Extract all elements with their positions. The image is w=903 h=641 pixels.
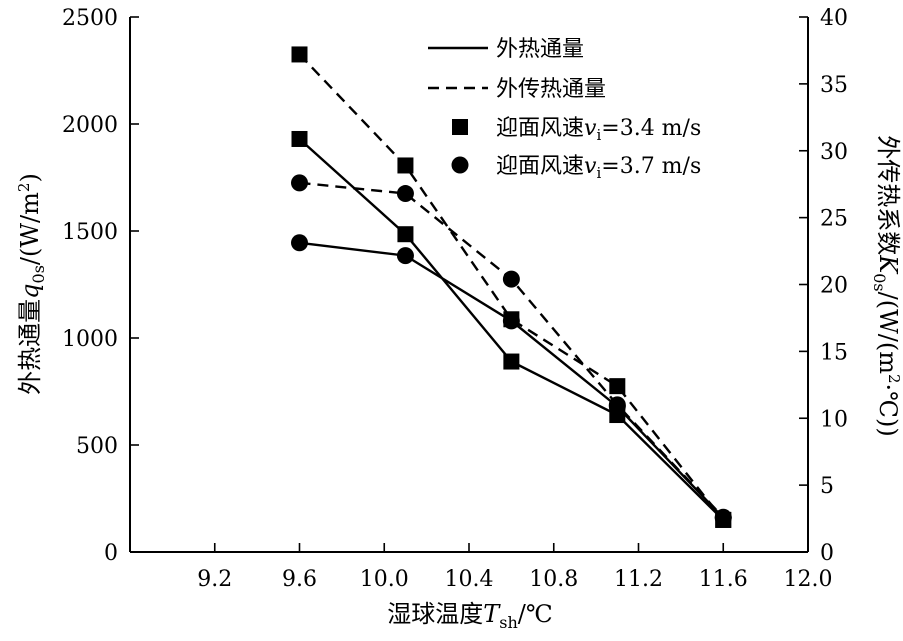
y-right-tick-label: 15 [820, 340, 848, 365]
y-right-tick-label: 0 [820, 541, 834, 566]
series-2-square-point [609, 378, 626, 395]
series-0-square-point [291, 130, 308, 147]
y-left-tick-label: 1500 [62, 220, 118, 245]
series-2-line [298, 53, 725, 521]
series-3-circle-point [608, 396, 626, 414]
y-left-tick-label: 1000 [62, 327, 118, 352]
series-0-line [298, 138, 725, 521]
tick-group: 9.2 9.6 10.0 10.4 10.8 11.2 11.6 12.00500100015… [62, 6, 848, 592]
legend-square-marker [452, 119, 468, 135]
legend-label-heat-transfer: 外传热通量 [496, 77, 606, 102]
series-2-square-point [503, 311, 520, 328]
x-tick-label: 9.2 [197, 567, 232, 592]
series-2-square-point [397, 157, 414, 174]
x-tick-label: 10.8 [529, 567, 578, 592]
x-tick-label: 10.0 [360, 567, 409, 592]
y-left-tick-label: 500 [76, 434, 118, 459]
y-axis-right-title: 外传热系数K0s/(W/(m2·℃)) [870, 135, 903, 436]
y-axis-left-title: 外热通量q0s/(W/m2) [15, 173, 48, 395]
legend-label-heat-flux: 外热通量 [496, 37, 584, 62]
x-tick-label: 9.6 [282, 567, 317, 592]
x-tick-label: 11.2 [614, 567, 663, 592]
x-axis-title: 湿球温度Tsh/℃ [387, 600, 552, 632]
y-left-tick-label: 0 [104, 541, 118, 566]
series-group [291, 46, 732, 528]
series-3-line [299, 181, 725, 519]
series-2-square-point [291, 46, 308, 63]
series-3-circle-point [396, 185, 414, 203]
series-3-circle-point [714, 508, 732, 526]
legend-label-speed-3-4: 迎面风速vi=3.4 m/s [496, 116, 701, 144]
series-1-circle-point [396, 247, 414, 265]
y-left-tick-label: 2000 [62, 113, 118, 138]
series-0-square-point [397, 226, 414, 243]
y-right-tick-label: 40 [820, 6, 848, 31]
y-right-tick-label: 20 [820, 274, 848, 299]
legend-circle-marker [451, 156, 469, 174]
series-3-circle-point [502, 270, 520, 288]
y-right-tick-label: 35 [820, 73, 848, 98]
series-1-circle-point [291, 234, 308, 252]
y-right-tick-label: 25 [820, 207, 848, 232]
x-tick-label: 12.0 [784, 567, 833, 592]
y-left-tick-label: 2500 [62, 6, 118, 31]
series-0-square-point [503, 353, 520, 370]
legend-label-speed-3-7: 迎面风速vi=3.7 m/s [496, 154, 701, 182]
y-right-tick-label: 5 [820, 474, 834, 499]
x-tick-label: 10.4 [445, 567, 494, 592]
y-right-tick-label: 30 [820, 140, 848, 165]
legend: 外热通量 外传热通量 迎面风速vi=3.4 m/s 迎面风速vi=3.7 m/s [428, 37, 701, 182]
y-right-tick-label: 10 [820, 407, 848, 432]
x-tick-label: 11.6 [699, 567, 748, 592]
series-3-circle-point [291, 174, 308, 192]
